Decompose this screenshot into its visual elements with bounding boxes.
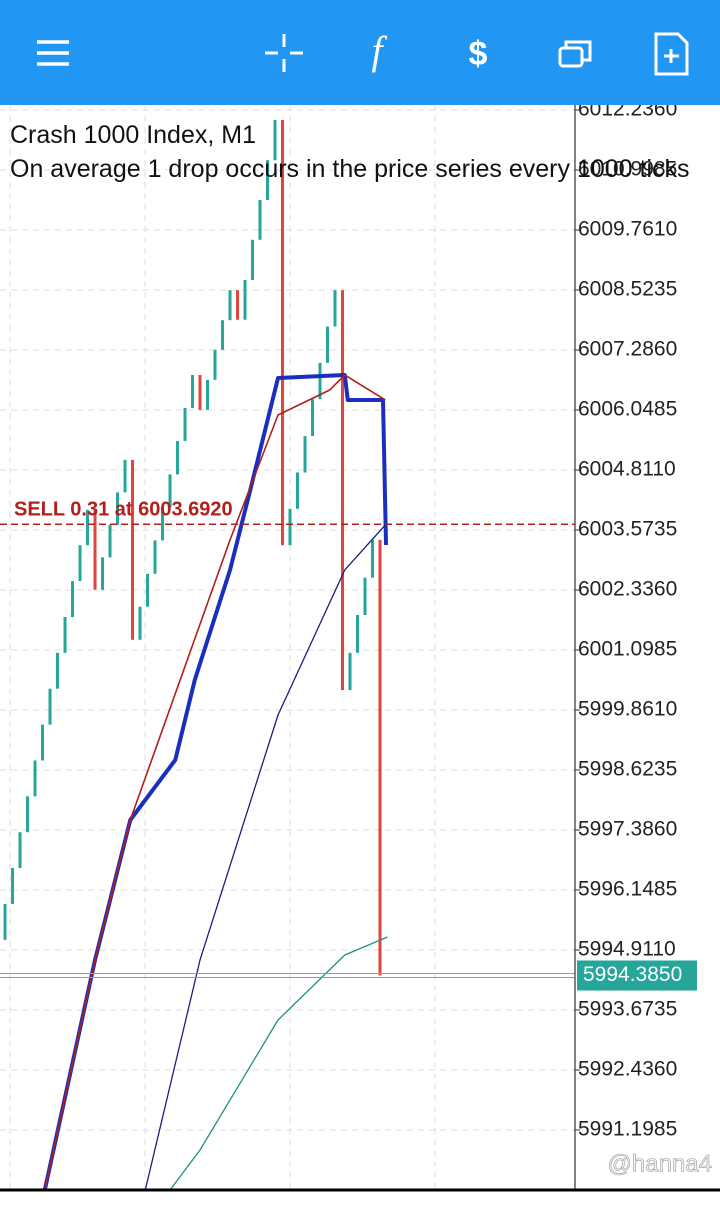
y-tick-label: 5998.6235: [578, 758, 677, 781]
crosshair-button[interactable]: [265, 34, 303, 72]
candle: [101, 557, 105, 590]
current-price-label: 5994.3850: [583, 963, 682, 986]
moving-average: [43, 374, 386, 1190]
candle: [93, 509, 97, 590]
candle: [213, 349, 217, 380]
candle: [311, 399, 315, 437]
candle: [123, 459, 127, 493]
candle: [161, 507, 165, 541]
candle: [176, 440, 180, 475]
chart-title: Crash 1000 Index, M1: [10, 121, 256, 149]
watermark: @hanna4: [608, 1150, 712, 1177]
candle: [318, 362, 322, 400]
marks: [0, 119, 575, 1190]
candle: [228, 290, 232, 321]
candle: [108, 524, 112, 558]
toolbar: f $: [0, 0, 720, 105]
candle: [296, 472, 300, 509]
y-tick-label: 6003.5735: [578, 518, 677, 541]
moving-average: [144, 524, 386, 1190]
chart-subtitle: On average 1 drop occurs in the price se…: [10, 155, 690, 183]
y-tick-label: 5992.4360: [578, 1058, 677, 1081]
y-tick-label: 6009.7610: [578, 218, 677, 241]
candle: [63, 616, 67, 653]
candle: [356, 615, 360, 653]
candle: [288, 508, 292, 546]
y-tick-label: 5993.6735: [578, 998, 677, 1021]
y-tick-label: 6002.3360: [578, 578, 677, 601]
candle: [326, 326, 330, 363]
candle: [243, 279, 247, 320]
candle: [131, 459, 135, 640]
candle: [221, 320, 225, 350]
y-tick-label: 5991.1985: [578, 1118, 677, 1141]
trade-button[interactable]: $: [469, 35, 488, 73]
y-tick-label: 6001.0985: [578, 638, 677, 661]
candle: [48, 688, 52, 725]
candle: [251, 239, 255, 280]
candle: [168, 474, 172, 508]
y-tick-label: 6008.5235: [578, 278, 677, 301]
new-order-button[interactable]: [654, 32, 689, 76]
y-tick-label: 6010.9985: [578, 158, 677, 181]
candle: [303, 436, 307, 473]
moving-average: [169, 936, 388, 1190]
candle: [333, 290, 337, 327]
candle: [206, 379, 210, 410]
candle: [258, 199, 262, 240]
current-price-box: [577, 960, 697, 991]
candle: [281, 119, 285, 546]
candle: [41, 724, 45, 761]
candle: [33, 760, 37, 797]
sell-order-label: SELL 0.31 at 6003.6920: [14, 499, 233, 521]
candle: [3, 903, 7, 940]
candle: [371, 539, 375, 578]
y-tick-label: 5996.1485: [578, 878, 677, 901]
candle: [236, 290, 240, 320]
toolbar-icons: f $: [37, 28, 689, 76]
candle: [153, 540, 157, 574]
chart-header: Crash 1000 Index, M1 On average 1 drop o…: [10, 118, 715, 186]
candle: [86, 509, 90, 546]
candle: [26, 796, 30, 833]
candle: [273, 119, 277, 161]
candle: [348, 652, 352, 691]
candle: [78, 545, 82, 582]
candle: [341, 290, 345, 691]
candle: [18, 832, 22, 869]
ticks: 6012.23606010.99856009.76106008.52356007…: [14, 98, 697, 1141]
candle: [11, 868, 15, 904]
candle: [198, 375, 202, 410]
candle: [71, 581, 75, 617]
windows-button[interactable]: [558, 40, 592, 68]
candle: [56, 652, 60, 689]
plot-area: [0, 105, 575, 1190]
y-tick-label: 5997.3860: [578, 818, 677, 841]
candle: [363, 577, 367, 616]
candle: [266, 160, 270, 200]
indicators-button[interactable]: f: [371, 28, 387, 73]
y-tick-label: 6004.8110: [578, 458, 676, 481]
candle: [138, 606, 142, 640]
candle: [183, 407, 187, 441]
y-tick-label: 6007.2860: [578, 338, 677, 361]
candle: [116, 492, 120, 525]
menu-button[interactable]: [37, 40, 69, 66]
candle: [191, 375, 195, 408]
y-tick-label: 5999.8610: [578, 698, 677, 721]
y-tick-label: 5994.9110: [578, 938, 676, 961]
candle: [146, 573, 150, 607]
candle: [378, 539, 382, 976]
y-tick-label: 6006.0485: [578, 398, 677, 421]
